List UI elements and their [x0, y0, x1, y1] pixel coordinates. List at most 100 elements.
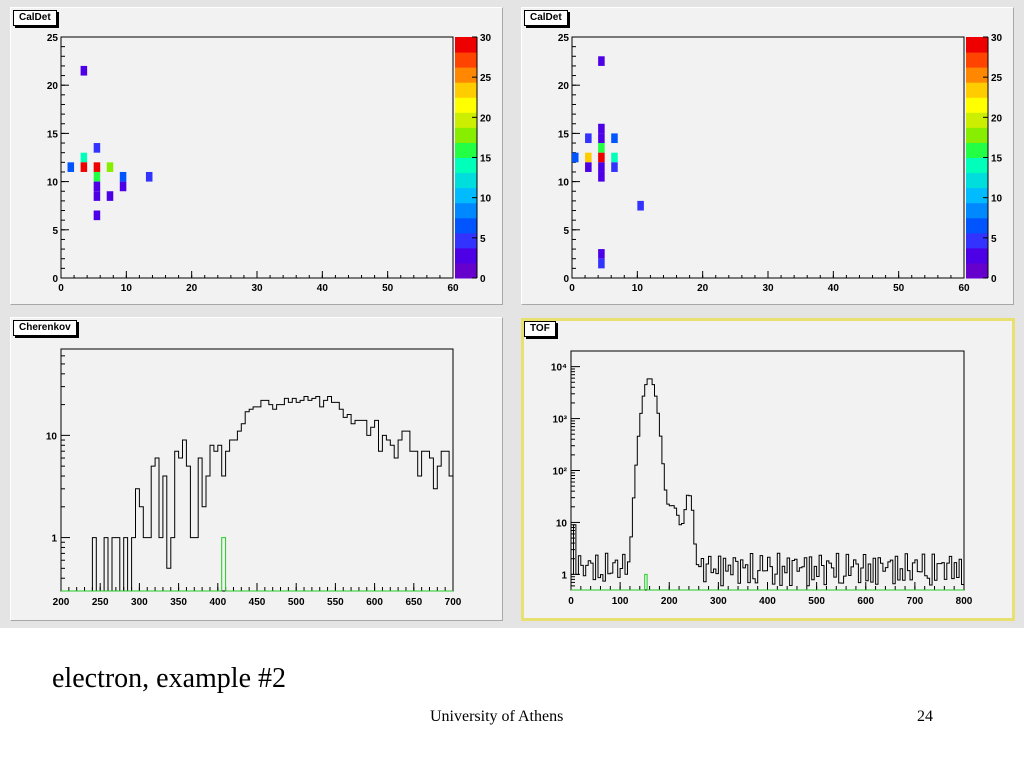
heatmap-cell — [598, 143, 605, 153]
color-scale-band — [455, 187, 477, 204]
footer-institution: University of Athens — [430, 708, 564, 725]
x-tick-label: 800 — [956, 596, 973, 607]
heatmap-cell — [598, 162, 605, 172]
y-tick-label: 5 — [52, 226, 58, 237]
color-scale-band — [966, 187, 988, 204]
color-scale-band — [966, 262, 988, 279]
color-scale-band — [455, 247, 477, 264]
heatmap-cell — [93, 143, 101, 153]
x-tick-label: 700 — [907, 596, 924, 607]
y-tick-label: 20 — [47, 81, 59, 92]
heatmap-cell — [80, 162, 88, 172]
color-scale-band — [966, 67, 988, 83]
heatmap-cell — [93, 162, 101, 172]
heatmap-cell — [598, 171, 605, 182]
color-scale-band — [455, 52, 477, 68]
heatmap-cell — [598, 56, 605, 66]
heatmap-cell — [145, 171, 153, 182]
heatmap-cell — [598, 249, 605, 259]
x-tick-label: 400 — [759, 596, 776, 607]
x-tick-label: 400 — [209, 597, 226, 608]
x-tick-label: 30 — [251, 283, 263, 294]
pad-caldet-2[interactable]: CalDet 0 10 20 30 40 50 60 0 5 10 15 20 25 0 5 10 15 20 25… — [521, 7, 1014, 305]
x-tick-label: 0 — [568, 596, 574, 607]
color-scale-band — [966, 157, 988, 174]
heatmap-cell — [611, 162, 618, 172]
heatmap-cell — [106, 162, 114, 172]
heatmap-cell — [80, 65, 88, 76]
caldet-1-chart: 0 10 20 30 40 50 60 0 5 10 15 20 25 0 5 10 15 20 25 30 — [47, 33, 492, 294]
color-scale-band — [966, 247, 988, 264]
y-tick-label: 5 — [563, 226, 569, 237]
heatmap-cell — [119, 181, 127, 192]
y-tick-label: 10² — [553, 467, 568, 478]
y-tick-label: 10³ — [553, 415, 568, 426]
color-scale-band — [455, 157, 477, 174]
color-scale-band — [455, 217, 477, 234]
x-tick-label: 350 — [170, 597, 187, 608]
y-tick-label: 10 — [47, 178, 59, 189]
heatmap-cell — [598, 258, 605, 269]
x-tick-label: 500 — [808, 596, 825, 607]
x-tick-label: 50 — [382, 283, 394, 294]
caldet-2-chart: 0 10 20 30 40 50 60 0 5 10 15 20 25 0 5 10 15 20 25 30 — [558, 33, 1003, 294]
heatmap-cell — [106, 191, 114, 201]
color-scale-band — [966, 142, 988, 158]
heatmap-cell — [585, 152, 592, 163]
x-tick-label: 600 — [366, 597, 383, 608]
cherenkov-chart: 200 250 300 350 400 450 500 550 600 650 700 1 10 — [46, 348, 462, 608]
z-tick-label: 30 — [480, 33, 492, 44]
x-tick-label: 200 — [53, 597, 70, 608]
histogram-line-green — [61, 537, 453, 592]
y-tick-label: 1 — [51, 534, 57, 545]
y-tick-label: 0 — [52, 274, 58, 285]
heatmap-cell — [611, 152, 618, 163]
color-scale-band — [966, 112, 988, 128]
z-tick-label: 5 — [991, 234, 997, 245]
x-tick-label: 300 — [131, 597, 148, 608]
z-tick-label: 15 — [991, 154, 1003, 165]
z-tick-label: 25 — [991, 73, 1003, 84]
y-tick-label: 15 — [47, 129, 59, 140]
y-tick-label: 10 — [558, 178, 570, 189]
x-tick-label: 600 — [857, 596, 874, 607]
color-scale-band — [455, 232, 477, 249]
color-scale-band — [966, 172, 988, 189]
heatmap-cell — [585, 133, 592, 144]
color-scale-band — [455, 67, 477, 83]
z-tick-label: 5 — [480, 234, 486, 245]
heatmap-cell — [598, 152, 605, 163]
color-scale-band — [455, 127, 477, 143]
x-tick-label: 650 — [405, 597, 422, 608]
x-tick-label: 500 — [288, 597, 305, 608]
pad-title-caldet-2: CalDet — [524, 10, 568, 26]
color-scale-band — [966, 232, 988, 249]
color-scale-band — [966, 37, 988, 53]
z-tick-label: 15 — [480, 154, 492, 165]
z-tick-label: 0 — [991, 274, 997, 285]
y-tick-label: 20 — [558, 81, 570, 92]
color-scale-band — [455, 202, 477, 219]
z-tick-label: 30 — [991, 33, 1003, 44]
x-tick-label: 300 — [710, 596, 727, 607]
color-scale-band — [455, 142, 477, 158]
pad-title-cherenkov: Cherenkov — [13, 320, 77, 336]
pad-caldet-1[interactable]: CalDet 0 10 20 30 40 50 60 0 5 10 15 20 25 0 5 10 15 20 25… — [10, 7, 503, 305]
pad-tof[interactable]: TOF 0 100 200 300 400 500 600 700 800 1 10 10² 10³ 10… — [521, 318, 1015, 621]
x-tick-label: 30 — [762, 283, 774, 294]
color-scale-band — [455, 172, 477, 189]
z-tick-label: 10 — [480, 194, 492, 205]
x-tick-label: 20 — [186, 283, 198, 294]
color-scale-band — [966, 52, 988, 68]
heatmap-cell — [119, 171, 127, 182]
x-tick-label: 40 — [828, 283, 840, 294]
pad-cherenkov[interactable]: Cherenkov 200 250 300 350 400 450 500 550 600 650… — [10, 317, 503, 621]
heatmap-cell — [611, 133, 618, 144]
color-scale-band — [455, 262, 477, 279]
y-tick-label: 25 — [558, 33, 570, 44]
y-tick-label: 10⁴ — [551, 363, 567, 374]
tof-chart: 0 100 200 300 400 500 600 700 800 1 10 10² 10³ 10⁴ — [551, 350, 973, 607]
heatmap-cell — [67, 162, 75, 172]
heatmap-cell — [93, 181, 101, 192]
heatmap-cell — [93, 171, 101, 182]
